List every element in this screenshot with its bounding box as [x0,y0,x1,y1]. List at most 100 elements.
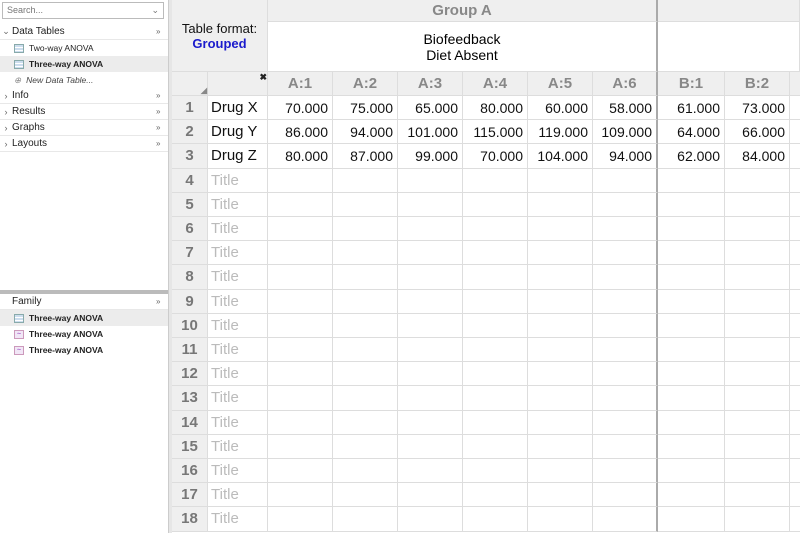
data-cell[interactable] [268,483,333,508]
data-cell[interactable] [593,386,658,411]
data-cell[interactable]: 94.000 [333,120,398,145]
data-cell[interactable] [658,192,725,217]
data-cell[interactable] [528,241,593,266]
data-cell[interactable] [333,386,398,411]
row-title[interactable]: Title [208,289,268,314]
data-cell[interactable] [593,168,658,193]
data-cell[interactable] [528,362,593,387]
data-cell[interactable] [268,265,333,290]
data-cell[interactable] [790,144,800,169]
row-number[interactable]: 16 [172,459,208,484]
data-cell[interactable]: 119.000 [528,120,593,145]
data-cell[interactable]: 75.000 [333,96,398,121]
data-cell[interactable] [790,435,800,459]
column-header[interactable] [790,72,800,96]
expand-double-chevron-icon[interactable]: » [156,27,161,36]
data-cell[interactable] [268,168,333,193]
data-cell[interactable] [398,289,463,314]
group-a-subtitle[interactable]: Biofeedback Diet Absent [268,22,658,72]
column-header[interactable]: A:4 [463,72,528,96]
data-cell[interactable] [725,434,790,459]
data-cell[interactable] [463,192,528,217]
data-cell[interactable] [593,434,658,459]
data-cell[interactable] [725,289,790,314]
row-title[interactable]: Title [208,483,268,508]
column-header[interactable]: A:2 [333,72,398,96]
data-cell[interactable] [333,265,398,290]
data-cell[interactable] [268,362,333,387]
data-cell[interactable] [593,241,658,266]
data-cell[interactable] [658,483,725,508]
search-input[interactable]: Search... ⌄ [2,2,164,19]
data-cell[interactable] [528,386,593,411]
data-cell[interactable] [398,459,463,484]
data-cell[interactable] [333,410,398,435]
data-cell[interactable] [725,338,790,363]
expand-double-chevron-icon[interactable]: » [156,107,161,116]
data-cell[interactable] [528,507,593,532]
row-number[interactable]: 5 [172,192,208,217]
data-cell[interactable] [658,410,725,435]
data-cell[interactable] [658,386,725,411]
data-cell[interactable] [725,265,790,290]
row-number[interactable]: 10 [172,313,208,338]
data-cell[interactable] [463,217,528,242]
data-cell[interactable] [398,241,463,266]
expand-double-chevron-icon[interactable]: » [156,123,161,132]
data-cell[interactable]: 58.000 [593,96,658,121]
chevron-right-icon[interactable]: › [4,106,8,117]
data-cell[interactable] [268,410,333,435]
data-cell[interactable]: 109.000 [593,120,658,145]
row-title[interactable]: Drug X [208,96,268,121]
data-cell[interactable]: 61.000 [658,96,725,121]
row-title[interactable]: Title [208,265,268,290]
column-header[interactable]: B:1 [658,72,725,96]
data-cell[interactable] [658,507,725,532]
data-cell[interactable] [790,386,800,411]
data-cell[interactable] [333,338,398,363]
row-number[interactable]: 8 [172,265,208,290]
data-cell[interactable]: 101.000 [398,120,463,145]
row-title[interactable]: Title [208,192,268,217]
data-cell[interactable]: 66.000 [725,120,790,145]
data-cell[interactable] [268,459,333,484]
row-number[interactable]: 13 [172,386,208,411]
data-cell[interactable] [333,289,398,314]
family-item[interactable]: ~ Three-way ANOVA [0,326,168,342]
data-cell[interactable] [528,313,593,338]
data-cell[interactable] [790,169,800,193]
data-cell[interactable] [333,483,398,508]
data-cell[interactable] [333,217,398,242]
expand-double-chevron-icon[interactable]: » [156,297,161,306]
data-cell[interactable] [725,483,790,508]
new-data-table-link[interactable]: ⊕ New Data Table... [0,72,168,88]
chevron-right-icon[interactable]: › [4,122,8,133]
data-cell[interactable] [463,362,528,387]
data-cell[interactable] [593,289,658,314]
corner-cell[interactable]: ◢ [172,72,208,96]
row-number[interactable]: 3 [172,144,208,169]
data-cell[interactable] [658,338,725,363]
data-cell[interactable] [593,483,658,508]
row-title[interactable]: Title [208,338,268,363]
section-data-tables[interactable]: ⌄ Data Tables » [0,24,168,40]
title-column-header[interactable]: ✖ [208,72,268,96]
data-cell[interactable] [463,386,528,411]
row-number[interactable]: 14 [172,410,208,435]
data-cell[interactable] [528,434,593,459]
group-b-header[interactable] [658,0,800,22]
data-cell[interactable] [398,192,463,217]
row-title[interactable]: Title [208,410,268,435]
data-table-item[interactable]: Two-way ANOVA [0,40,168,56]
data-cell[interactable] [333,192,398,217]
data-cell[interactable] [463,434,528,459]
data-cell[interactable] [528,410,593,435]
data-cell[interactable] [268,313,333,338]
data-cell[interactable] [333,362,398,387]
data-cell[interactable] [790,459,800,484]
data-cell[interactable] [528,192,593,217]
data-cell[interactable] [463,338,528,363]
data-cell[interactable] [725,313,790,338]
data-cell[interactable] [790,193,800,217]
data-cell[interactable] [725,168,790,193]
